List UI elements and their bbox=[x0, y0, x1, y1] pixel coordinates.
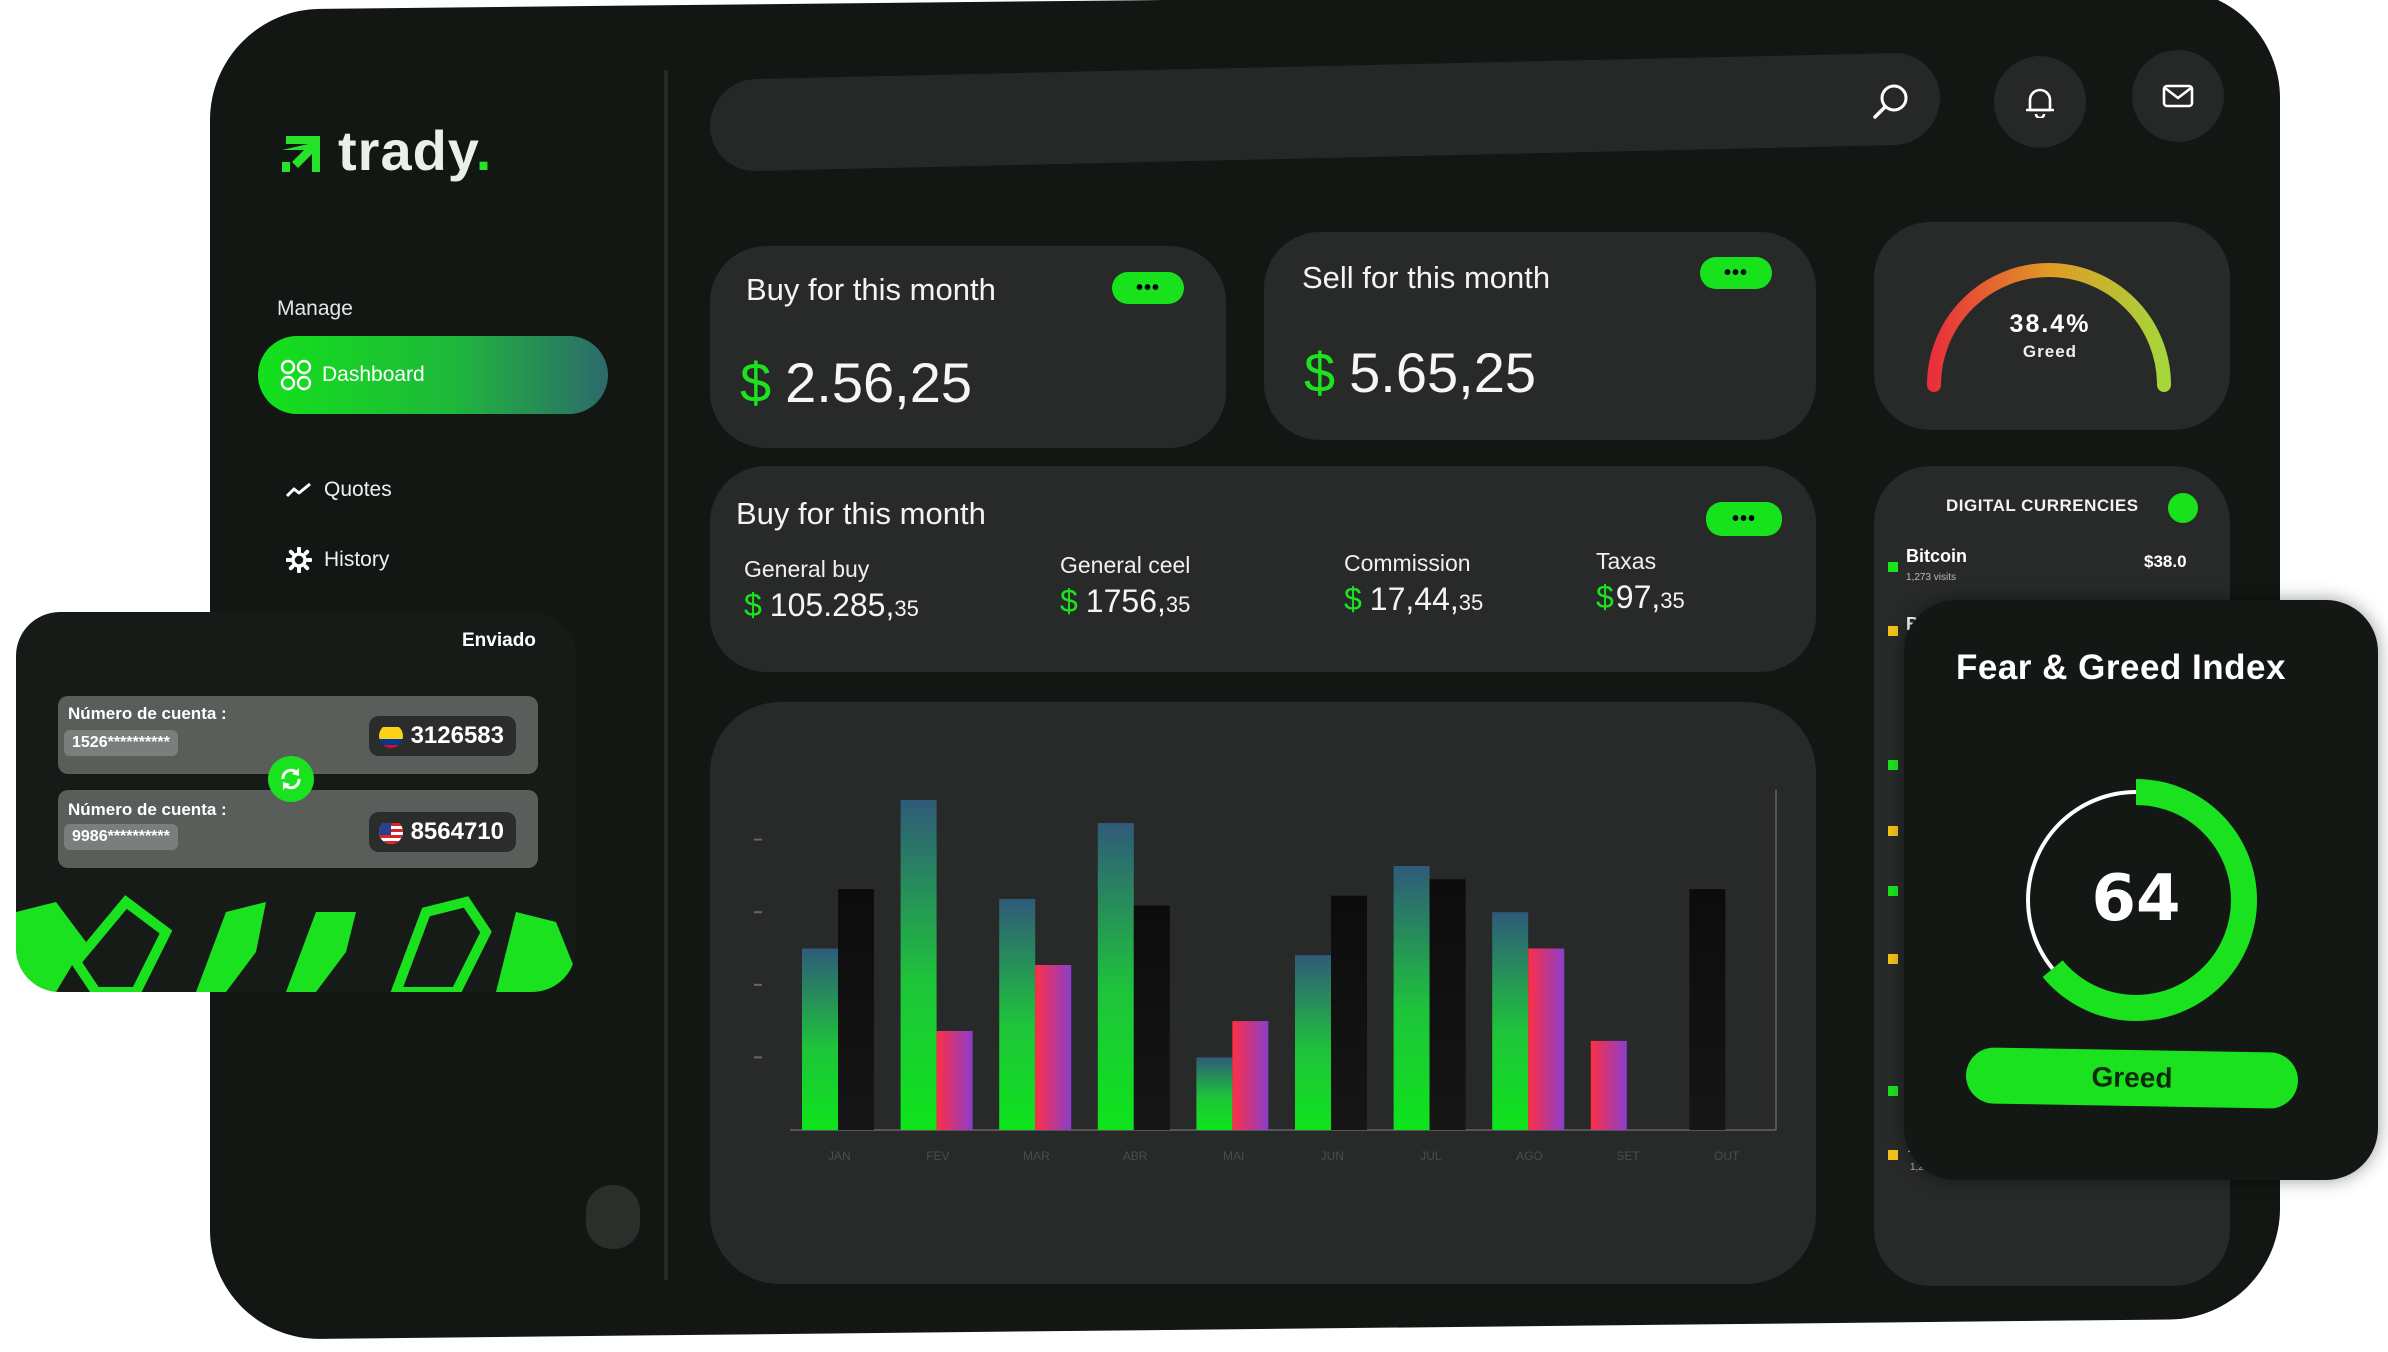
bar-chart: JAN FEV MAR ABR MAI JUN JUL AGO SET OUT bbox=[754, 790, 1777, 1163]
summary-card-title: Buy for this month bbox=[736, 496, 986, 531]
status-dot-icon bbox=[2168, 493, 2198, 523]
sell-card-menu-button[interactable]: ••• bbox=[1700, 257, 1772, 289]
account-label: Número de cuenta : bbox=[68, 800, 227, 819]
sell-card-amount: $5.65,25 bbox=[1304, 341, 1536, 404]
gauge-label: Greed bbox=[2022, 342, 2078, 361]
chart-bar-fev-series-a bbox=[900, 800, 937, 1130]
search-icon[interactable] bbox=[1870, 80, 1914, 124]
chart-bar-mai-series-b bbox=[1232, 1021, 1269, 1130]
sidebar-item-history[interactable]: History bbox=[286, 547, 389, 573]
chart-bar-out-series-c bbox=[1689, 889, 1726, 1130]
messages-button[interactable] bbox=[2132, 50, 2224, 142]
chart-bar-mar-series-a bbox=[999, 899, 1036, 1130]
chart-x-tick-label: OUT bbox=[1714, 1149, 1740, 1163]
chart-bar-mar-series-b bbox=[1035, 965, 1072, 1130]
list-bullet-icon bbox=[1888, 886, 1898, 896]
summary-commission: Commission $17,44,35 bbox=[1344, 550, 1484, 617]
sidebar-scroll-handle[interactable] bbox=[586, 1185, 640, 1249]
sidebar-section-label: Manage bbox=[277, 297, 353, 320]
sidebar-divider bbox=[664, 70, 668, 1280]
greed-gauge-arc bbox=[1927, 263, 2171, 392]
summary-general-buy: General buy $105.285,35 bbox=[744, 556, 919, 623]
sell-card-title: Sell for this month bbox=[1302, 260, 1551, 295]
chart-x-tick-label: AGO bbox=[1516, 1149, 1543, 1163]
summary-taxas: Taxas $97,35 bbox=[1596, 548, 1685, 615]
account-masked-number: 9986********** bbox=[64, 824, 178, 850]
chart-bar-jun-series-c bbox=[1331, 895, 1367, 1130]
sidebar-item-label: History bbox=[324, 548, 390, 571]
buy-card-menu-button[interactable]: ••• bbox=[1112, 272, 1184, 304]
account-row-usa[interactable]: Número de cuenta : 9986********** 856471… bbox=[58, 790, 538, 868]
chart-bar-jan-series-c bbox=[838, 889, 874, 1130]
currency-visits: 1,273 visits bbox=[1906, 572, 1957, 583]
currency-name: Bitcoin bbox=[1906, 546, 1967, 566]
chart-bar-set-series-b bbox=[1590, 1040, 1627, 1130]
chart-bar-ago-series-a bbox=[1492, 912, 1529, 1130]
swap-icon bbox=[281, 768, 301, 790]
greed-gauge-card bbox=[1874, 222, 2230, 430]
chart-x-tick-label: JUN bbox=[1321, 1149, 1344, 1163]
chart-x-tick-label: MAI bbox=[1223, 1149, 1244, 1163]
chart-bar-jul-series-c bbox=[1429, 879, 1466, 1130]
list-bullet-icon bbox=[1888, 954, 1898, 964]
buy-card-amount: $2.56,25 bbox=[740, 351, 972, 414]
sidebar-item-quotes[interactable]: Quotes bbox=[286, 478, 392, 502]
fear-greed-value: 64 bbox=[2091, 862, 2180, 936]
sidebar-item-label: Dashboard bbox=[322, 363, 425, 386]
chart-x-tick-label: JUL bbox=[1420, 1149, 1442, 1163]
chart-bar-jan-series-a bbox=[802, 948, 838, 1130]
chart-bar-mai-series-a bbox=[1196, 1057, 1233, 1130]
fear-greed-status-button[interactable]: Greed bbox=[1965, 1047, 2299, 1109]
buy-card-title: Buy for this month bbox=[746, 272, 996, 307]
account-number: 3126583 bbox=[368, 716, 516, 756]
chart-bar-jun-series-a bbox=[1295, 955, 1331, 1130]
fear-greed-ring: 64 bbox=[2015, 779, 2257, 1021]
chart-bar-abr-series-a bbox=[1097, 823, 1134, 1130]
chart-bar-abr-series-c bbox=[1133, 905, 1170, 1130]
gauge-percent: 38.4% bbox=[2009, 310, 2091, 338]
chart-x-tick-label: MAR bbox=[1023, 1149, 1050, 1163]
usa-flag-icon bbox=[378, 820, 403, 844]
digital-currencies-title: DIGITAL CURRENCIES bbox=[1946, 496, 2139, 515]
account-label: Número de cuenta : bbox=[68, 704, 227, 723]
account-masked-number: 1526********** bbox=[64, 730, 178, 756]
account-number: 8564710 bbox=[368, 812, 516, 852]
colombia-flag-icon bbox=[378, 724, 403, 748]
summary-general-ceel: General ceel $1756,35 bbox=[1060, 552, 1191, 619]
trady-logo-icon bbox=[282, 136, 320, 172]
list-bullet-icon bbox=[1888, 826, 1898, 836]
transfer-status: Enviado bbox=[462, 630, 536, 651]
fear-greed-title: Fear & Greed Index bbox=[1956, 648, 2286, 687]
grid-icon bbox=[280, 359, 312, 391]
summary-card bbox=[710, 466, 1816, 672]
chart-x-tick-label: SET bbox=[1616, 1149, 1640, 1163]
brand-logo-text: trady. bbox=[338, 119, 493, 182]
sidebar-item-dashboard[interactable]: Dashboard bbox=[258, 336, 608, 414]
list-bullet-icon bbox=[1888, 626, 1898, 636]
brand-pattern-icon bbox=[16, 895, 576, 992]
list-bullet-icon bbox=[1888, 1086, 1898, 1096]
chart-bar-ago-series-b bbox=[1528, 948, 1565, 1130]
chart-x-tick-label: ABR bbox=[1123, 1149, 1148, 1163]
bell-icon bbox=[2026, 88, 2054, 118]
notifications-button[interactable] bbox=[1994, 56, 2086, 148]
chart-bar-jul-series-a bbox=[1393, 866, 1430, 1130]
gear-icon bbox=[286, 547, 312, 573]
trend-icon bbox=[286, 482, 311, 498]
chart-x-tick-label: JAN bbox=[828, 1149, 851, 1163]
chart-bar-fev-series-b bbox=[936, 1031, 973, 1130]
currency-price: $38.0 bbox=[2144, 552, 2187, 571]
list-bullet-icon bbox=[1888, 562, 1898, 572]
mail-icon bbox=[2162, 84, 2194, 108]
list-bullet-icon bbox=[1888, 760, 1898, 770]
bar-chart-card bbox=[710, 702, 1816, 1284]
list-bullet-icon bbox=[1888, 1150, 1898, 1160]
chart-x-tick-label: FEV bbox=[926, 1149, 949, 1163]
summary-card-menu-button[interactable]: ••• bbox=[1706, 502, 1782, 536]
swap-accounts-button[interactable] bbox=[268, 756, 314, 802]
sidebar-item-label: Quotes bbox=[324, 478, 392, 501]
